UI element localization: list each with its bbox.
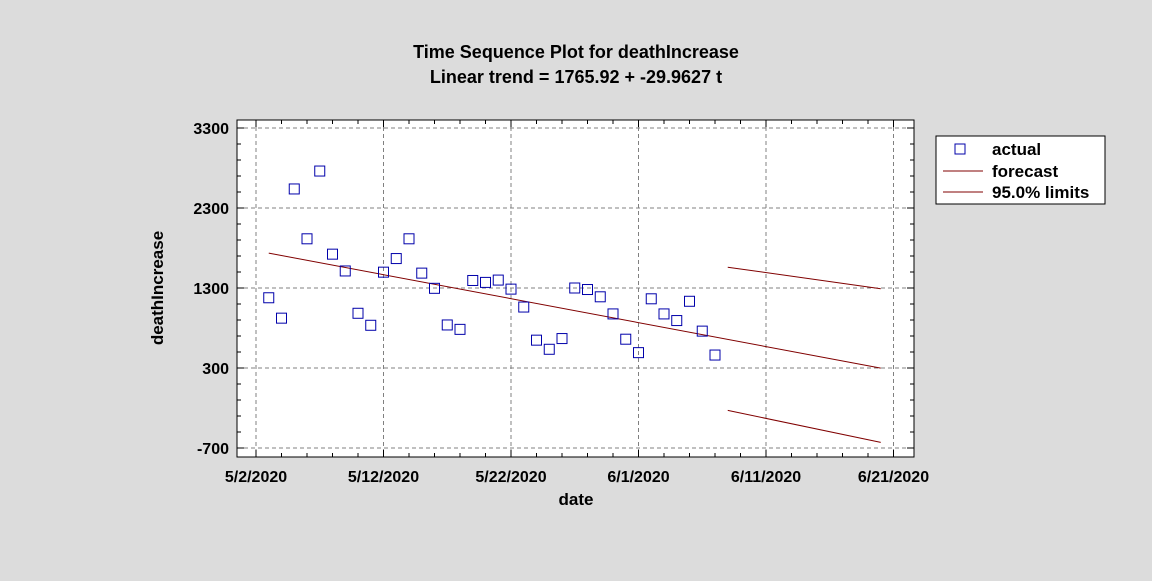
x-tick-label: 5/22/2020 [475,469,546,486]
minor-ticks [237,120,914,457]
chart-title: Time Sequence Plot for deathIncrease [413,42,739,62]
data-point [339,265,351,277]
chart-subtitle: Linear trend = 1765.92 + -29.9627 t [430,67,722,87]
data-point [531,334,542,346]
y-tick-label: 2300 [193,201,229,218]
data-point [403,233,415,245]
data-point [378,266,389,278]
limit-line [727,266,881,290]
data-point [390,253,402,265]
data-point [696,325,708,337]
data-point [301,233,313,245]
data-point [633,347,644,359]
data-point [594,291,606,303]
data-point [327,248,338,260]
x-tick-label: 6/1/2020 [607,469,669,486]
legend-actual-marker [954,143,966,155]
x-tick-label: 6/11/2020 [731,469,801,486]
legend-box [935,135,1106,205]
series-lines [268,252,881,443]
forecast-line [268,252,881,369]
x-tick-label: 5/12/2020 [348,469,419,486]
data-point [429,282,440,294]
legend-forecast-label: forecast [992,162,1058,181]
data-point [276,312,287,324]
data-point [671,315,683,327]
data-point [556,333,568,345]
limit-line [727,409,881,443]
data-point [492,274,504,286]
data-point [263,292,275,304]
data-point [607,308,619,320]
y-tick-label: 1300 [193,281,229,298]
data-point [314,165,326,177]
data-point [684,295,695,307]
data-point [543,343,555,355]
y-tick-label: 300 [202,361,229,378]
data-point [467,274,479,286]
legend: actual forecast 95.0% limits [935,135,1106,205]
data-point [658,308,670,320]
x-tick-label: 5/2/2020 [225,469,287,486]
data-point [569,282,581,294]
legend-actual-label: actual [992,140,1041,159]
data-point [416,267,428,279]
data-point [352,307,364,319]
x-tick-label: 6/21/2020 [858,469,929,486]
data-point [365,319,377,331]
actual-points [263,165,721,361]
x-tick-labels: 5/2/2020 5/12/2020 5/22/2020 6/1/2020 6/11/2… [225,469,929,486]
data-point [288,183,300,195]
x-axis-label: date [559,490,594,509]
data-point [505,283,517,295]
data-point [709,349,721,361]
y-tick-label: -700 [197,441,229,458]
grid-lines [237,120,914,457]
data-point [582,284,593,296]
data-point [620,333,632,345]
y-tick-label: 3300 [193,121,229,138]
legend-limits-label: 95.0% limits [992,183,1089,202]
data-point [645,293,657,305]
data-point [454,323,466,335]
data-point [518,301,530,313]
data-point [480,276,491,288]
y-tick-labels: 3300 2300 1300 300 -700 [193,121,229,458]
data-point [441,319,453,331]
y-axis-label: deathIncrease [148,231,167,345]
